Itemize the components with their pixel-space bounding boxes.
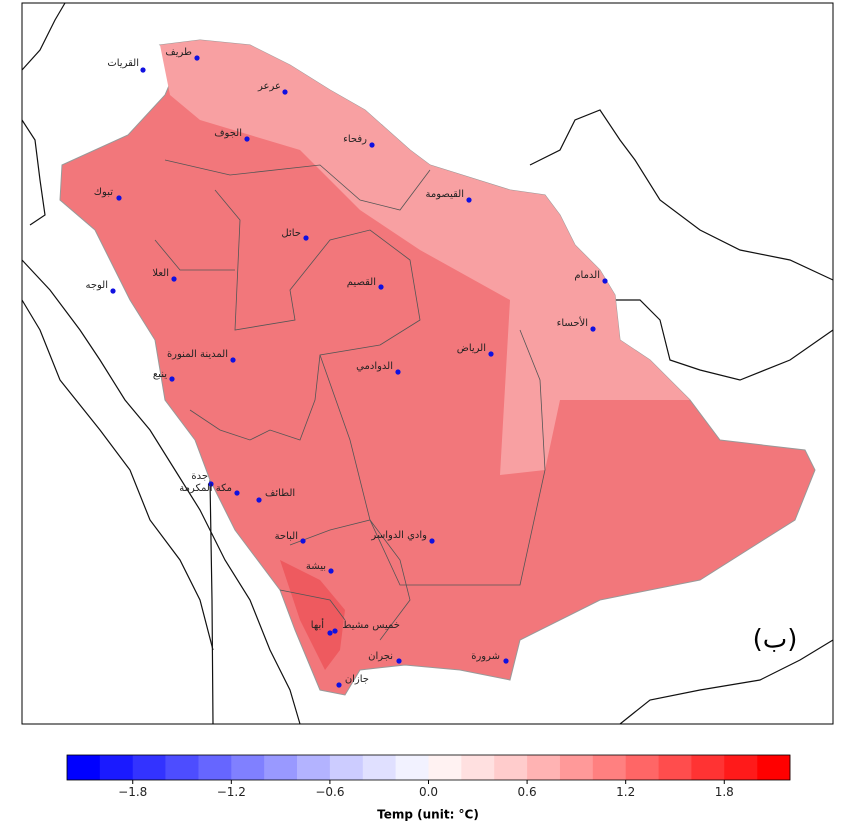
city-label: القيصومة — [426, 189, 464, 200]
city-dot — [208, 481, 214, 487]
colorbar-tick-label: 1.8 — [715, 785, 734, 799]
city-dot — [466, 197, 472, 203]
colorbar-cell — [527, 755, 561, 780]
city-label: الجوف — [214, 128, 242, 139]
city-dot — [282, 89, 288, 95]
city-label: حائل — [281, 228, 301, 239]
colorbar: −1.8 −1.2 −0.6 0.0 0.6 1.2 1.8 — [66, 754, 791, 799]
colorbar-tick-label: 1.2 — [616, 785, 635, 799]
colorbar-cell — [231, 755, 265, 780]
city-label: المدينة المنورة — [167, 349, 228, 360]
city-dot — [256, 497, 262, 503]
borders — [154, 159, 546, 641]
coastlines — [21, 2, 834, 725]
city-dot — [300, 538, 306, 544]
city-dot — [234, 490, 240, 496]
city-dot — [429, 538, 435, 544]
colorbar-cell — [264, 755, 298, 780]
colorbar-cell — [724, 755, 758, 780]
colorbar-label: Temp (unit: °C) — [377, 808, 479, 822]
map-frame — [21, 2, 834, 725]
colorbar-tick-label: −1.8 — [118, 785, 147, 799]
colorbar-cell — [658, 755, 692, 780]
city-dot — [503, 658, 509, 664]
city-label: جازان — [345, 674, 369, 685]
city-label: الوجه — [85, 280, 108, 291]
city-dot — [488, 351, 494, 357]
city-label: رفحاء — [343, 134, 367, 145]
city-markers: القريات طريف عرعر الجوف رفحاء القيصومة تبوك حائ… — [85, 47, 608, 688]
city-dot — [378, 284, 384, 290]
colorbar-tick-label: −0.6 — [315, 785, 344, 799]
colorbar-tick-label: 0.6 — [518, 785, 537, 799]
colorbar-tick-label: −1.2 — [217, 785, 246, 799]
colorbar-cell — [132, 755, 166, 780]
city-dot — [194, 55, 200, 61]
city-label: الدمام — [574, 270, 600, 281]
city-label: أبها — [311, 618, 324, 631]
city-label: طريف — [165, 47, 192, 58]
colorbar-cell — [297, 755, 331, 780]
warm-region — [280, 560, 345, 670]
colorbar-cell — [461, 755, 495, 780]
city-label: القريات — [107, 58, 139, 69]
colorbar-cell — [691, 755, 725, 780]
colorbar-cell — [494, 755, 528, 780]
city-dot — [140, 67, 146, 73]
city-label: الباحة — [275, 531, 298, 542]
city-dot — [590, 326, 596, 332]
city-dot — [332, 628, 338, 634]
city-label: جدة — [191, 471, 208, 482]
colorbar-tick-label: 0.0 — [419, 785, 438, 799]
panel-label: (ب) — [753, 625, 798, 655]
city-dot — [110, 288, 116, 294]
city-label: الأحساء — [557, 316, 588, 329]
colorbar-cell — [67, 755, 101, 780]
city-dot — [336, 682, 342, 688]
colorbar-cell — [395, 755, 429, 780]
city-label: بيشة — [306, 561, 326, 572]
colorbar-cell — [625, 755, 659, 780]
city-label: تبوك — [94, 187, 113, 198]
colorbar-cell — [99, 755, 134, 780]
city-label: عرعر — [257, 81, 281, 92]
colorbar-cell — [428, 755, 462, 780]
city-label: الطائف — [265, 488, 295, 499]
city-dot — [171, 276, 177, 282]
city-label: الرياض — [457, 343, 486, 354]
city-label: وادي الدواسر — [370, 530, 427, 541]
colorbar-cell — [198, 755, 232, 780]
city-label: خميس مشيط — [342, 620, 400, 631]
colorbar-cell — [757, 755, 791, 780]
city-label: شرورة — [471, 651, 500, 662]
city-dot — [169, 376, 175, 382]
city-dot — [328, 568, 334, 574]
city-label: القصيم — [347, 277, 376, 288]
city-dot — [244, 136, 250, 142]
colorbar-cell — [165, 755, 199, 780]
city-label: الدوادمي — [356, 361, 393, 372]
city-dot — [369, 142, 375, 148]
city-label: مكة المكرمة — [179, 483, 232, 494]
colorbar-cell — [362, 755, 396, 780]
light-region — [160, 40, 690, 475]
city-dot — [230, 357, 236, 363]
colorbar-cell — [329, 755, 364, 780]
city-dot — [303, 235, 309, 241]
city-dot — [116, 195, 122, 201]
city-dot — [395, 369, 401, 375]
city-label: ينبع — [153, 369, 167, 380]
city-dot — [396, 658, 402, 664]
city-label: العلا — [152, 268, 169, 279]
colorbar-cell — [559, 755, 594, 780]
city-label: نجران — [368, 651, 393, 662]
city-dot — [602, 278, 608, 284]
colorbar-cell — [592, 755, 626, 780]
city-dot — [327, 630, 333, 636]
